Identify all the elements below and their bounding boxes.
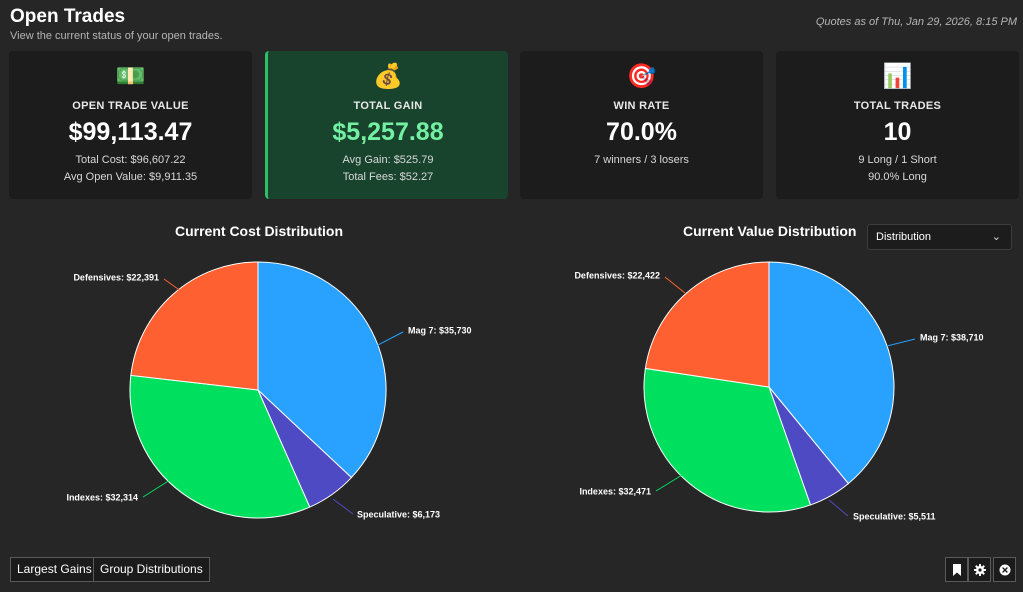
close-button[interactable] bbox=[993, 557, 1016, 582]
card-label: OPEN TRADE VALUE bbox=[72, 100, 189, 112]
pie-leader-line-indexes bbox=[655, 474, 683, 492]
distribution-select-value: Distribution bbox=[876, 231, 932, 243]
target-icon: 🎯 bbox=[626, 63, 657, 90]
pie-slice-mag-7[interactable] bbox=[257, 261, 387, 479]
card-label: WIN RATE bbox=[613, 100, 670, 112]
pie-slice-indexes[interactable] bbox=[129, 374, 311, 519]
card-open-trade-value: 💵 OPEN TRADE VALUE $99,113.47 Total Cost… bbox=[9, 51, 252, 199]
pie-leader-line-defensives bbox=[664, 276, 686, 294]
close-icon bbox=[999, 564, 1010, 575]
group-distributions-button[interactable]: Group Distributions bbox=[93, 557, 210, 582]
cost-distribution-pie: Mag 7: $35,730 Speculative: $6,173 Indexes… bbox=[66, 261, 472, 519]
money-bag-icon: 💰 bbox=[373, 63, 403, 90]
card-value: $99,113.47 bbox=[68, 118, 193, 146]
bookmark-icon bbox=[952, 563, 961, 576]
pie-label-speculative: Speculative: $5,511 bbox=[853, 511, 936, 521]
money-bill-icon: 💵 bbox=[115, 63, 146, 90]
pie-leader-line-speculative bbox=[828, 499, 849, 517]
pie-leader-line-indexes bbox=[142, 479, 171, 498]
distribution-select[interactable]: Distribution ⌄ bbox=[867, 224, 1012, 250]
pie-leader-line-speculative bbox=[332, 498, 354, 515]
summary-cards: 💵 OPEN TRADE VALUE $99,113.47 Total Cost… bbox=[9, 51, 1019, 199]
card-detail: Avg Gain: $525.79 bbox=[342, 154, 434, 166]
pie-label-speculative: Speculative: $6,173 bbox=[357, 509, 440, 519]
pie-label-indexes: Indexes: $32,314 bbox=[66, 492, 138, 502]
card-detail: 90.0% Long bbox=[868, 171, 927, 183]
card-label: TOTAL GAIN bbox=[353, 100, 423, 112]
card-win-rate: 🎯 WIN RATE 70.0% 7 winners / 3 losers bbox=[520, 51, 763, 199]
pie-label-defensives: Defensives: $22,422 bbox=[574, 270, 660, 280]
pie-label-defensives: Defensives: $22,391 bbox=[73, 272, 159, 282]
card-detail: Total Fees: $52.27 bbox=[342, 171, 434, 183]
card-value: 10 bbox=[883, 118, 912, 146]
pie-label-mag-7: Mag 7: $35,730 bbox=[408, 325, 472, 335]
bookmark-button[interactable] bbox=[945, 557, 968, 582]
card-detail: Avg Open Value: $9,911.35 bbox=[63, 171, 198, 183]
gear-icon bbox=[973, 563, 986, 576]
pie-leader-line-mag-7 bbox=[375, 331, 404, 347]
card-detail: Total Cost: $96,607.22 bbox=[75, 154, 186, 166]
cost-chart-title: Current Cost Distribution bbox=[175, 223, 343, 239]
card-value: $5,257.88 bbox=[332, 118, 444, 146]
quotes-timestamp: Quotes as of Thu, Jan 29, 2026, 8:15 PM bbox=[815, 16, 1017, 28]
card-detail: 9 Long / 1 Short bbox=[858, 154, 937, 166]
page-subtitle: View the current status of your open tra… bbox=[10, 30, 223, 42]
card-total-gain: 💰 TOTAL GAIN $5,257.88 Avg Gain: $525.79… bbox=[265, 51, 508, 199]
card-label: TOTAL TRADES bbox=[853, 100, 942, 112]
card-value: 70.0% bbox=[606, 118, 677, 146]
chevron-down-icon: ⌄ bbox=[991, 231, 1001, 243]
value-chart-title: Current Value Distribution bbox=[683, 223, 857, 239]
bar-chart-icon: 📊 bbox=[882, 63, 913, 90]
pie-label-indexes: Indexes: $32,471 bbox=[579, 486, 651, 496]
pie-slice-mag-7[interactable] bbox=[768, 261, 895, 485]
value-distribution-pie: Mag 7: $38,710 Speculative: $5,511 Indexes… bbox=[574, 261, 984, 521]
page-title: Open Trades bbox=[10, 6, 126, 27]
pie-leader-line-mag-7 bbox=[886, 338, 916, 347]
pie-slice-indexes[interactable] bbox=[643, 367, 812, 513]
settings-button[interactable] bbox=[968, 557, 991, 582]
pie-slice-defensives[interactable] bbox=[644, 261, 770, 388]
pie-label-mag-7: Mag 7: $38,710 bbox=[920, 332, 984, 342]
card-total-trades: 📊 TOTAL TRADES 10 9 Long / 1 Short 90.0%… bbox=[776, 51, 1019, 199]
card-detail: 7 winners / 3 losers bbox=[594, 154, 689, 166]
pie-slice-defensives[interactable] bbox=[130, 261, 259, 391]
pie-leader-line-defensives bbox=[163, 278, 186, 295]
largest-gains-button[interactable]: Largest Gains bbox=[10, 557, 99, 582]
